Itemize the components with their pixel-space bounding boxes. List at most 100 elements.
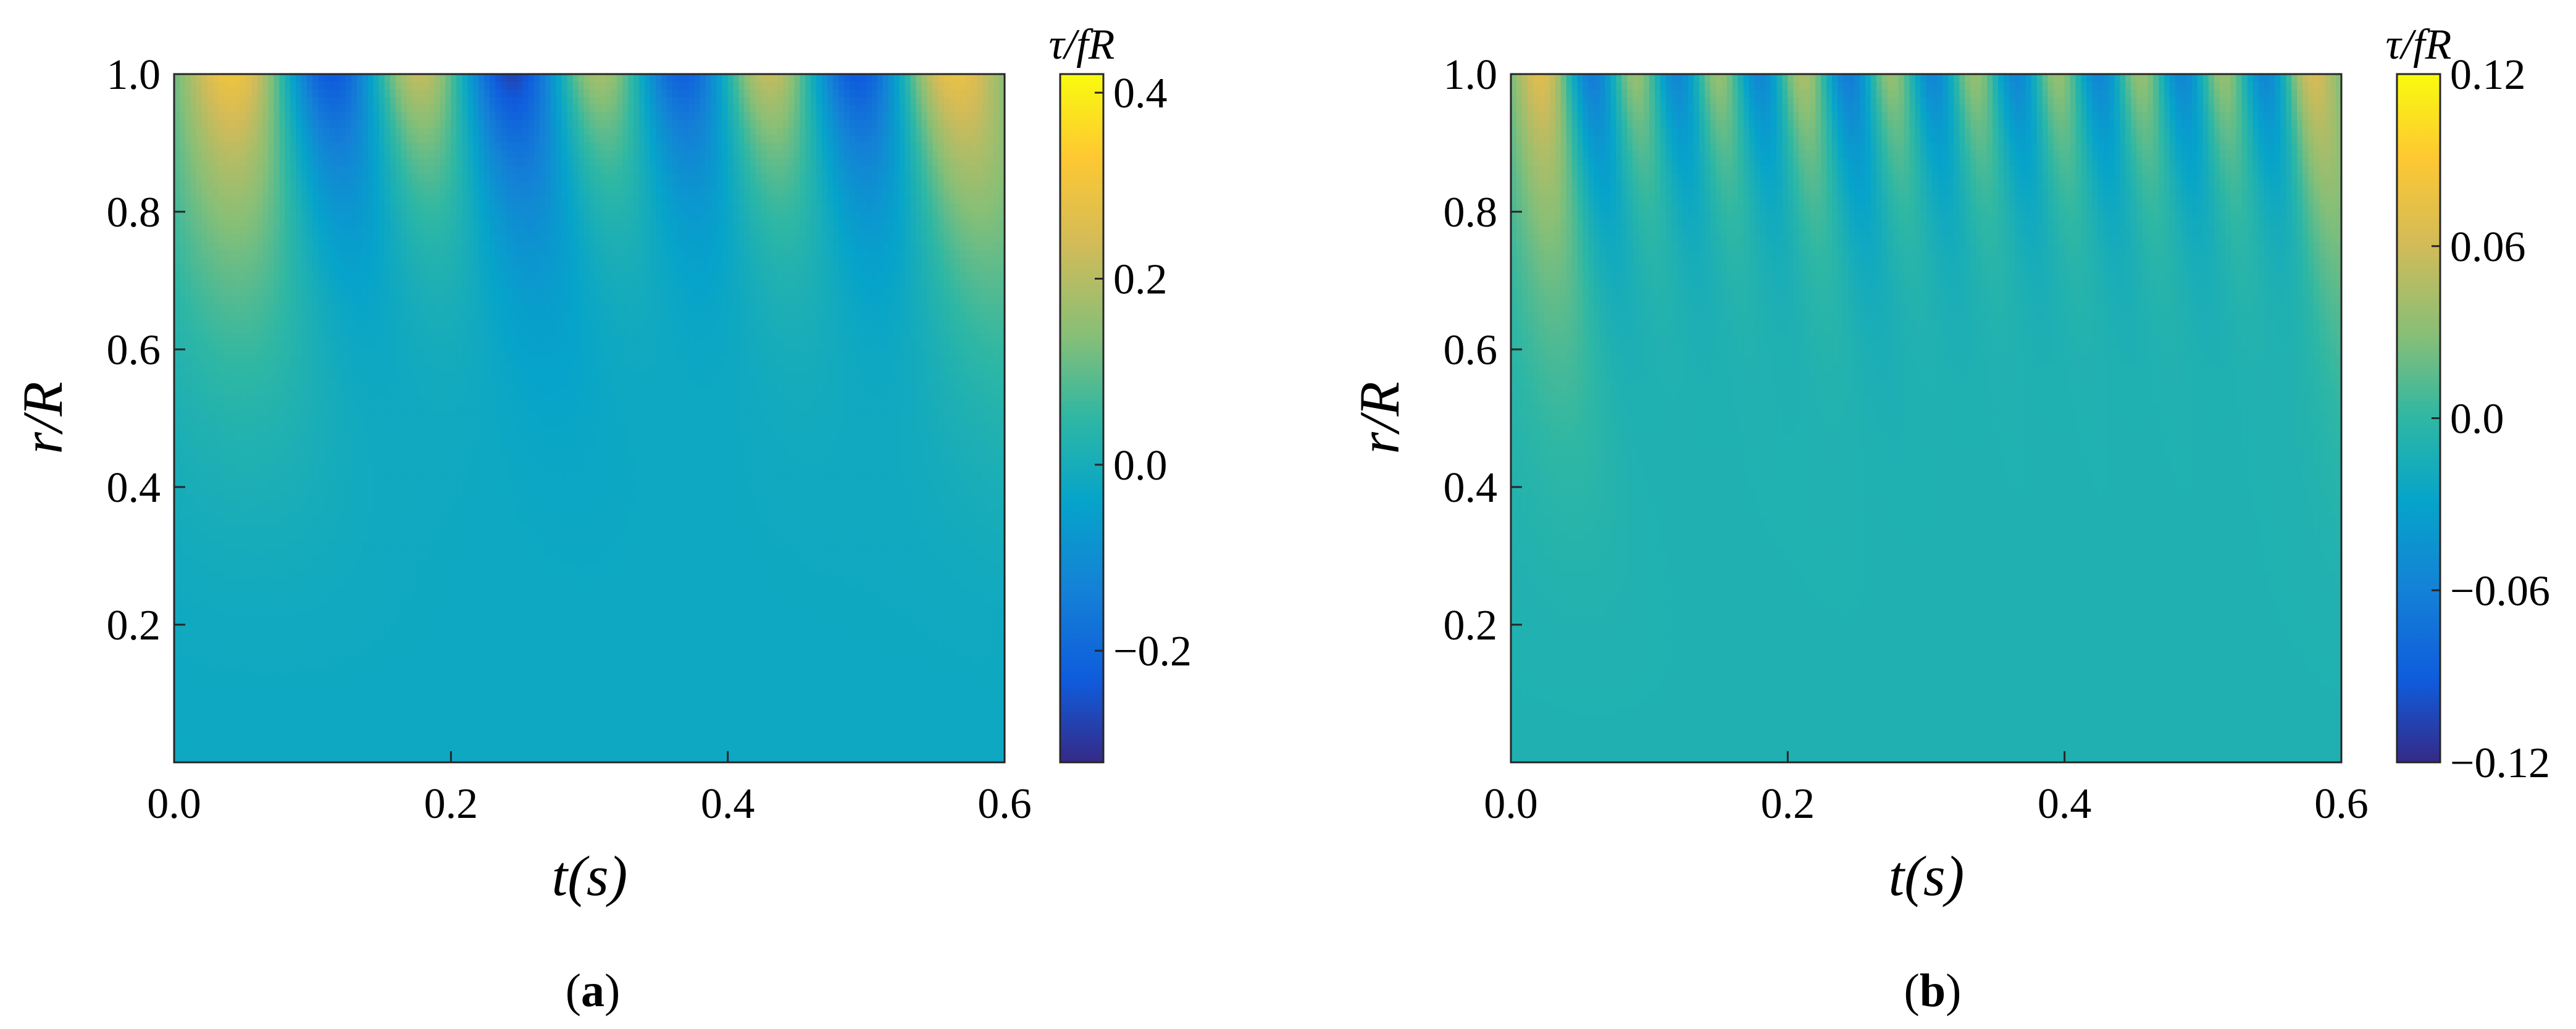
heatmap-cell	[196, 656, 203, 664]
heatmap-cell	[185, 594, 191, 602]
heatmap-cell	[268, 349, 274, 357]
heatmap-cell	[207, 441, 214, 449]
heatmap-cell	[257, 464, 264, 472]
heatmap-cell	[191, 579, 197, 587]
heatmap-cell	[224, 656, 230, 664]
heatmap-cell	[246, 74, 253, 82]
heatmap-cell	[185, 349, 191, 357]
heatmap-cell	[180, 90, 186, 98]
heatmap-cell	[202, 334, 208, 342]
heatmap-cell	[252, 212, 258, 220]
heatmap-cell	[224, 296, 230, 304]
heatmap-cell	[224, 541, 230, 549]
heatmap-cell	[224, 281, 230, 289]
heatmap-cell	[268, 609, 274, 617]
heatmap-cell	[268, 288, 274, 296]
heatmap-cell	[185, 648, 191, 656]
heatmap-cell	[213, 212, 219, 220]
heatmap-cell	[196, 602, 203, 610]
heatmap-cell	[224, 227, 230, 235]
heatmap-cell	[274, 81, 280, 90]
heatmap-cell	[246, 648, 253, 656]
heatmap-cell	[180, 717, 186, 725]
heatmap-cell	[246, 173, 253, 181]
heatmap-cell	[241, 433, 247, 441]
heatmap-cell	[252, 319, 258, 327]
heatmap-cell	[207, 227, 214, 235]
heatmap-cell	[235, 357, 241, 365]
heatmap-cell	[268, 243, 274, 251]
heatmap-cell	[252, 548, 258, 556]
heatmap-cell	[224, 265, 230, 273]
heatmap-cell	[268, 709, 274, 717]
heatmap-cell	[252, 143, 258, 151]
heatmap-cell	[180, 510, 186, 518]
heatmap-cell	[196, 357, 203, 365]
heatmap-cell	[246, 724, 253, 732]
heatmap-cell	[213, 617, 219, 625]
heatmap-cell	[219, 533, 225, 541]
heatmap-cell	[241, 709, 247, 717]
heatmap-cell	[257, 609, 264, 617]
heatmap-cell	[274, 257, 280, 265]
heatmap-cell	[235, 257, 241, 265]
heatmap-cell	[180, 709, 186, 717]
heatmap-cell	[257, 533, 264, 541]
heatmap-cell	[230, 426, 236, 434]
heatmap-cell	[246, 227, 253, 235]
heatmap-cell	[191, 472, 197, 480]
heatmap-cell	[185, 701, 191, 709]
heatmap-cell	[224, 625, 230, 633]
heatmap-cell	[185, 632, 191, 640]
heatmap-cell	[224, 480, 230, 488]
heatmap-cell	[268, 694, 274, 702]
heatmap-cell	[207, 533, 214, 541]
heatmap-cell	[257, 579, 264, 587]
heatmap-cell	[268, 327, 274, 335]
heatmap-cell	[219, 724, 225, 732]
heatmap-cell	[213, 694, 219, 702]
heatmap-cell	[224, 449, 230, 457]
heatmap-cell	[180, 609, 186, 617]
heatmap-cell	[252, 487, 258, 495]
heatmap-cell	[262, 227, 269, 235]
heatmap-cell	[262, 151, 269, 159]
heatmap-cell	[252, 357, 258, 365]
heatmap-cell	[235, 196, 241, 204]
heatmap-cell	[185, 166, 191, 174]
heatmap-cell	[230, 678, 236, 686]
heatmap-cell	[207, 670, 214, 678]
heatmap-cell	[274, 250, 280, 258]
heatmap-cell	[224, 419, 230, 427]
heatmap-cell	[191, 609, 197, 617]
heatmap-cell	[202, 456, 208, 464]
heatmap-cell	[196, 90, 203, 98]
heatmap-cell	[252, 151, 258, 159]
heatmap-cell	[219, 640, 225, 648]
heatmap-cell	[268, 556, 274, 564]
heatmap-cell	[268, 419, 274, 427]
heatmap-cell	[257, 525, 264, 533]
heatmap-cell	[180, 586, 186, 594]
heatmap-cell	[252, 525, 258, 533]
heatmap-cell	[241, 227, 247, 235]
heatmap-cell	[274, 265, 280, 273]
heatmap-cell	[235, 151, 241, 159]
heatmap-cell	[246, 105, 253, 113]
heatmap-cell	[196, 204, 203, 212]
heatmap-cell	[213, 717, 219, 725]
heatmap-cell	[202, 265, 208, 273]
heatmap-cell	[185, 747, 191, 755]
heatmap-cell	[230, 196, 236, 204]
heatmap-cell	[257, 166, 264, 174]
heatmap-cell	[241, 128, 247, 136]
heatmap-cell	[202, 151, 208, 159]
heatmap-cell	[219, 419, 225, 427]
heatmap-cell	[268, 357, 274, 365]
heatmap-cell	[268, 441, 274, 449]
heatmap-cell	[235, 380, 241, 388]
heatmap-cell	[213, 158, 219, 166]
heatmap-cell	[185, 403, 191, 411]
heatmap-cell	[262, 586, 269, 594]
heatmap-cell	[180, 564, 186, 572]
